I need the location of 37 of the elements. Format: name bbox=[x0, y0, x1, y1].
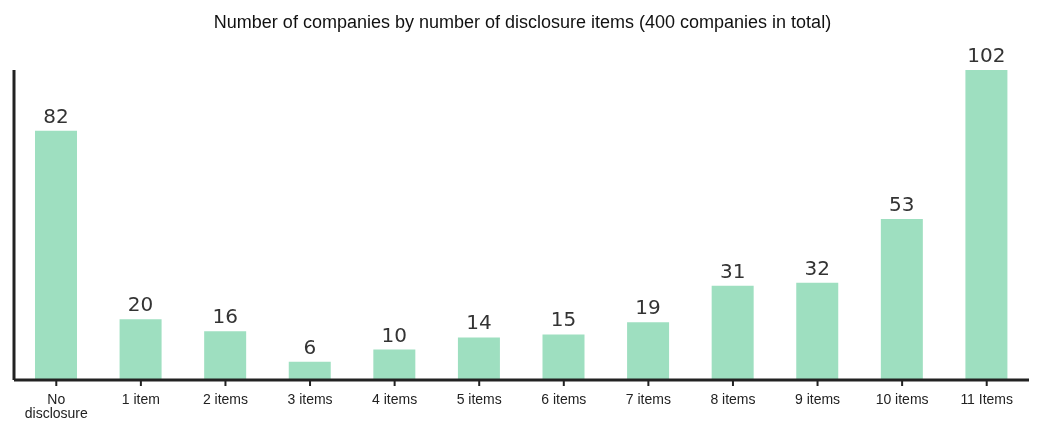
bar bbox=[965, 70, 1008, 380]
data-label: 10 bbox=[381, 322, 408, 347]
x-tick-label: 5 items bbox=[456, 390, 502, 407]
bar bbox=[711, 285, 754, 380]
x-tick-label: 3 items bbox=[287, 390, 333, 407]
bar bbox=[627, 322, 670, 380]
x-tick-label: 2 items bbox=[202, 390, 249, 407]
data-label: 19 bbox=[635, 295, 661, 320]
bar bbox=[119, 319, 162, 380]
data-label: 15 bbox=[550, 307, 577, 332]
data-label: 31 bbox=[719, 258, 746, 283]
data-label: 53 bbox=[889, 191, 915, 216]
data-label: 32 bbox=[804, 255, 830, 280]
x-tick-label: 8 items bbox=[710, 390, 756, 407]
data-label: 20 bbox=[127, 292, 154, 317]
x-tick-label: No disclosure bbox=[24, 390, 89, 421]
x-tick-label: 1 item bbox=[121, 390, 160, 407]
bar bbox=[542, 334, 585, 380]
data-label: 82 bbox=[43, 103, 69, 128]
x-tick-label: 11 Items bbox=[960, 390, 1014, 407]
bar bbox=[373, 349, 416, 380]
x-tick-label: 4 items bbox=[372, 390, 418, 407]
bar bbox=[457, 337, 500, 380]
bar bbox=[880, 218, 923, 380]
data-label: 14 bbox=[466, 310, 492, 335]
bar bbox=[796, 282, 839, 380]
data-label: 16 bbox=[212, 304, 238, 329]
x-tick-label: 10 items bbox=[875, 390, 929, 407]
data-label: 6 bbox=[303, 334, 317, 359]
bar bbox=[204, 331, 247, 380]
x-tick-label: 7 items bbox=[625, 390, 671, 407]
data-label: 102 bbox=[967, 43, 1006, 67]
x-tick-label: 6 items bbox=[541, 390, 587, 407]
bar bbox=[288, 361, 331, 380]
bar bbox=[35, 130, 77, 380]
chart-title: Number of companies by number of disclosure items (400 companies in total) bbox=[212, 11, 833, 34]
x-tick-label: 9 items bbox=[794, 390, 841, 407]
